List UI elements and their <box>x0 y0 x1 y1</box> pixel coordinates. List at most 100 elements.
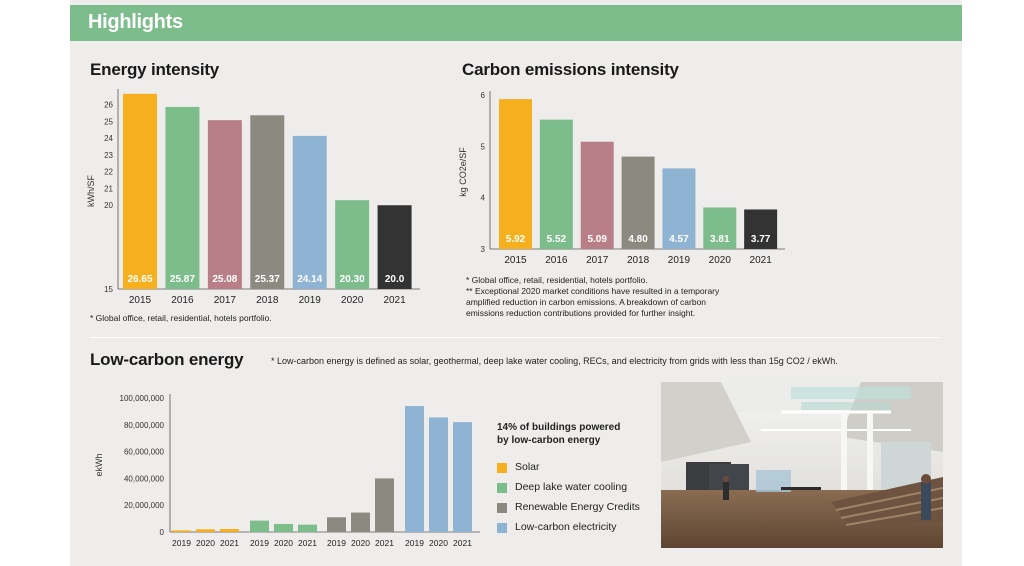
energy-y-tick-label: 24 <box>104 134 113 143</box>
carbon-footnote-2: ** Exceptional 2020 market conditions ha… <box>466 286 720 296</box>
lowcarbon-x-tick-2021: 2021 <box>298 538 317 548</box>
lowcarbon-x-tick-2019: 2019 <box>327 538 346 548</box>
lowcarbon-x-tick-2020: 2020 <box>196 538 215 548</box>
legend-swatch-recs <box>497 503 507 513</box>
carbon-footnote-1: * Global office, retail, residential, ho… <box>466 275 648 285</box>
energy-bar-2019 <box>292 135 327 289</box>
carbon-x-tick-2017: 2017 <box>586 255 609 266</box>
lowcarbon-x-tick-2021: 2021 <box>453 538 472 548</box>
legend-label-recs: Renewable Energy Credits <box>515 501 640 513</box>
energy-y-tick-label: 26 <box>104 101 113 110</box>
legend-label-deep-lake: Deep lake water cooling <box>515 481 628 493</box>
carbon-bar-2020 <box>703 207 737 249</box>
carbon-data-label-2017: 5.09 <box>587 234 607 245</box>
lowcarbon-bar-0-2020 <box>196 529 215 532</box>
carbon-footnote-4: emissions reduction contributions provid… <box>466 308 696 318</box>
lowcarbon-y-tick-label: 60,000,000 <box>124 448 165 457</box>
energy-x-tick-2020: 2020 <box>341 295 364 306</box>
energy-data-label-2020: 20.30 <box>340 274 365 285</box>
energy-x-tick-2019: 2019 <box>299 295 322 306</box>
energy-x-tick-2017: 2017 <box>214 295 237 306</box>
carbon-intensity-chart: 3 4 5 6 kg CO2e/SF 5.92 2015 5.52 2016 5.09 2017 4.… <box>458 91 785 266</box>
energy-bar-2020 <box>335 200 370 289</box>
energy-data-label-2021: 20.0 <box>385 274 405 285</box>
low-carbon-heading-line-2: by low-carbon energy <box>497 435 601 446</box>
page-title: Highlights <box>88 11 183 33</box>
energy-intensity-title: Energy intensity <box>90 60 220 79</box>
energy-footnote: * Global office, retail, residential, ho… <box>90 313 272 323</box>
legend-swatch-low-carbon-electricity <box>497 523 507 533</box>
lowcarbon-bar-1-2021 <box>298 524 317 532</box>
low-carbon-energy-chart: 0 20,000,000 40,000,000 60,000,000 80,000,00… <box>94 394 480 548</box>
energy-data-label-2016: 25.87 <box>170 274 195 285</box>
lowcarbon-bar-0-2019 <box>172 530 191 532</box>
carbon-bar-2021 <box>744 209 778 249</box>
carbon-y-tick-label: 5 <box>481 142 486 151</box>
lowcarbon-x-tick-2019: 2019 <box>405 538 424 548</box>
lowcarbon-x-tick-2021: 2021 <box>375 538 394 548</box>
lowcarbon-x-tick-2020: 2020 <box>274 538 293 548</box>
section-divider <box>90 337 940 338</box>
carbon-y-tick-label: 6 <box>481 91 486 100</box>
carbon-data-label-2020: 3.81 <box>710 234 730 245</box>
energy-y-tick-label: 25 <box>104 117 113 126</box>
energy-bar-2021 <box>377 205 412 289</box>
lowcarbon-bar-1-2020 <box>274 523 293 532</box>
energy-y-tick-label: 15 <box>104 285 113 294</box>
energy-y-tick-label: 22 <box>104 168 113 177</box>
carbon-data-label-2015: 5.92 <box>506 234 526 245</box>
low-carbon-heading: 14% of buildings powered by low-carbon e… <box>497 421 647 447</box>
lowcarbon-x-tick-2019: 2019 <box>250 538 269 548</box>
carbon-bar-2018 <box>621 156 655 249</box>
carbon-bar-2016 <box>539 119 573 249</box>
carbon-data-label-2021: 3.77 <box>751 234 771 245</box>
energy-bar-2017 <box>207 120 242 289</box>
lowcarbon-bar-0-2021 <box>220 529 239 532</box>
carbon-bar-2017 <box>580 141 614 249</box>
carbon-intensity-title: Carbon emissions intensity <box>462 60 679 79</box>
lowcarbon-bar-2-2021 <box>375 478 394 532</box>
lowcarbon-bar-3-2021 <box>453 422 472 532</box>
energy-y-tick-label: 21 <box>104 184 113 193</box>
carbon-bar-2019 <box>662 168 696 249</box>
energy-x-tick-2016: 2016 <box>171 295 194 306</box>
lowcarbon-y-tick-label: 20,000,000 <box>124 501 165 510</box>
carbon-y-tick-label: 4 <box>481 194 486 203</box>
lowcarbon-x-tick-2020: 2020 <box>351 538 370 548</box>
low-carbon-definition: * Low-carbon energy is defined as solar,… <box>271 356 838 366</box>
lowcarbon-x-tick-2021: 2021 <box>220 538 239 548</box>
carbon-x-tick-2016: 2016 <box>545 255 568 266</box>
lowcarbon-y-tick-label: 0 <box>160 528 165 537</box>
carbon-x-tick-2015: 2015 <box>504 255 527 266</box>
energy-bar-2018 <box>250 115 285 290</box>
energy-y-tick-label: 20 <box>104 201 113 210</box>
lowcarbon-x-tick-2020: 2020 <box>429 538 448 548</box>
carbon-data-label-2019: 4.57 <box>669 234 689 245</box>
lowcarbon-y-tick-label: 100,000,000 <box>120 394 165 403</box>
lowcarbon-bar-2-2019 <box>327 517 346 532</box>
carbon-x-tick-2019: 2019 <box>668 255 691 266</box>
carbon-y-axis-label: kg CO2e/SF <box>458 147 468 197</box>
carbon-bar-2015 <box>499 99 532 250</box>
lowcarbon-y-axis-label: ekWh <box>94 453 104 476</box>
energy-bar-2015 <box>123 93 157 289</box>
legend-label-low-carbon-electricity: Low-carbon electricity <box>515 521 617 533</box>
energy-y-tick-label: 23 <box>104 151 113 160</box>
legend-swatch-deep-lake <box>497 483 507 493</box>
carbon-data-label-2016: 5.52 <box>547 234 567 245</box>
energy-bar-2016 <box>165 106 200 290</box>
energy-x-tick-2015: 2015 <box>129 295 152 306</box>
lowcarbon-bar-3-2019 <box>405 406 424 532</box>
lowcarbon-y-tick-label: 80,000,000 <box>124 421 165 430</box>
energy-x-tick-2021: 2021 <box>383 295 406 306</box>
energy-data-label-2019: 24.14 <box>297 274 322 285</box>
lowcarbon-bar-3-2020 <box>429 417 448 532</box>
legend-swatch-solar <box>497 463 507 473</box>
lowcarbon-bar-2-2020 <box>351 512 370 532</box>
lowcarbon-y-tick-label: 40,000,000 <box>124 474 165 483</box>
carbon-x-tick-2021: 2021 <box>750 255 773 266</box>
highlights-banner: Highlights <box>70 5 962 41</box>
office-interior-photo <box>661 382 943 548</box>
carbon-footnote-3: amplified reduction in carbon emissions.… <box>466 297 707 307</box>
carbon-x-tick-2018: 2018 <box>627 255 650 266</box>
